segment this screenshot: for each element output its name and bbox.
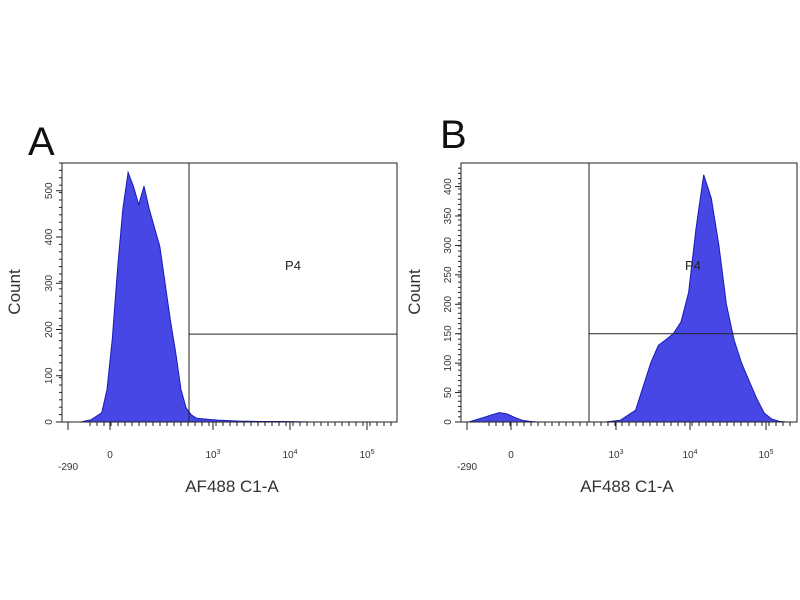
x-tick-label: 105 — [758, 449, 773, 461]
x-tick-label: -290 — [58, 462, 78, 473]
x-axis-title-b: AF488 C1-A — [580, 477, 674, 496]
histogram-panel-b: B P4 -290 0 103 104 105 0 50 100 150 200 250 300 35… — [405, 113, 798, 496]
y-axis-ticks-a: 0 100 200 300 400 500 — [44, 162, 62, 425]
y-tick-label: 350 — [443, 207, 454, 224]
y-axis-title-a: Count — [5, 269, 24, 315]
histogram-area-b — [468, 174, 788, 423]
y-axis-ticks-b: 0 50 100 150 200 250 300 350 400 — [443, 167, 461, 425]
x-tick-label: 104 — [682, 449, 697, 461]
histogram-panel-a: A P4 -290 0 103 104 105 0 100 200 300 400 500 AF4… — [5, 120, 398, 496]
y-tick-label: 200 — [443, 295, 454, 312]
panel-letter-b: B — [440, 113, 467, 157]
y-tick-label: 400 — [44, 228, 55, 245]
x-tick-label: 103 — [205, 449, 220, 461]
x-tick-label: 0 — [107, 450, 113, 461]
gate-p4-label-b: P4 — [685, 258, 701, 273]
x-tick-label: 0 — [508, 450, 514, 461]
y-tick-label: 300 — [44, 274, 55, 291]
y-tick-label: 50 — [443, 387, 454, 399]
y-tick-label: 400 — [443, 178, 454, 195]
y-tick-label: 300 — [443, 237, 454, 254]
histogram-area-a — [70, 170, 387, 423]
y-tick-label: 0 — [443, 419, 454, 425]
x-tick-label: 104 — [282, 449, 297, 461]
gate-p4-box-a — [188, 162, 398, 423]
y-tick-label: 150 — [443, 325, 454, 342]
x-axis-ticks-a: -290 0 103 104 105 — [58, 422, 392, 473]
gate-p4-box-b — [588, 162, 798, 423]
y-tick-label: 0 — [44, 419, 55, 425]
y-axis-title-b: Count — [405, 269, 424, 315]
x-axis-ticks-b: -290 0 103 104 105 — [457, 422, 791, 473]
panel-letter-a: A — [28, 120, 55, 164]
gate-p4-label-a: P4 — [285, 258, 301, 273]
x-axis-title-a: AF488 C1-A — [185, 477, 279, 496]
y-tick-label: 100 — [443, 354, 454, 371]
y-tick-label: 500 — [44, 182, 55, 199]
y-tick-label: 250 — [443, 266, 454, 283]
y-tick-label: 100 — [44, 367, 55, 384]
x-tick-label: 105 — [359, 449, 374, 461]
y-tick-label: 200 — [44, 321, 55, 338]
x-tick-label: -290 — [457, 462, 477, 473]
x-tick-label: 103 — [608, 449, 623, 461]
